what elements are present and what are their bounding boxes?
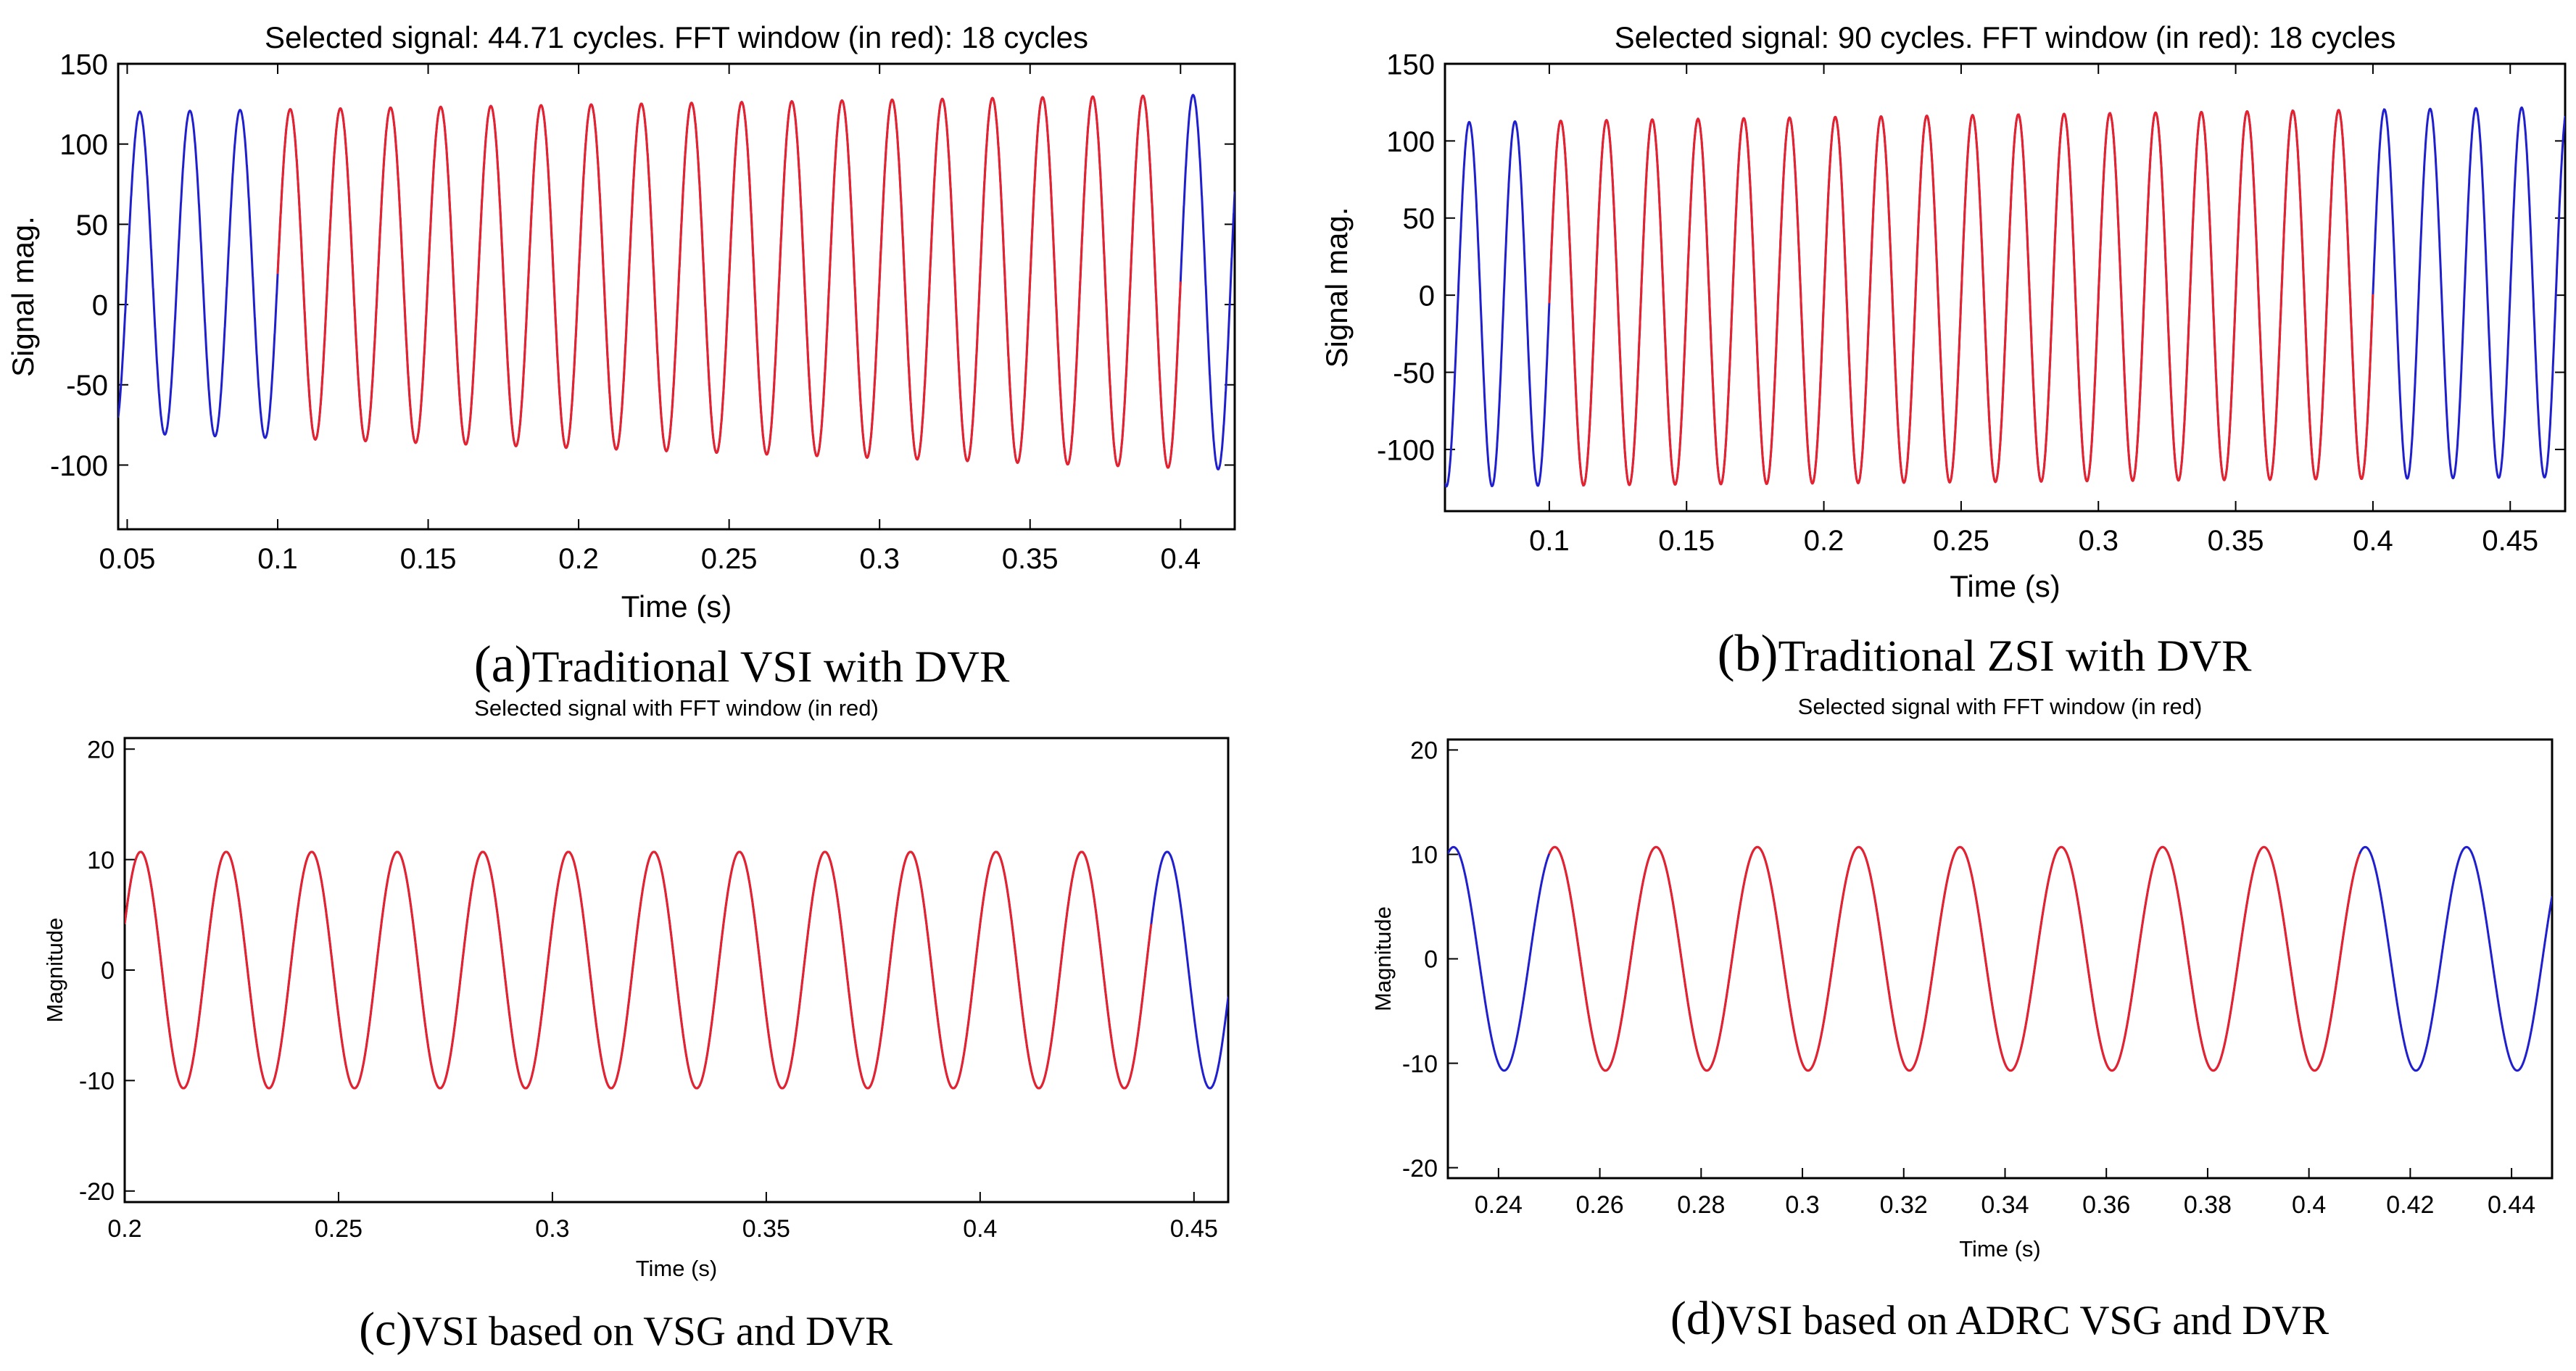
y-axis-label: Magnitude — [42, 918, 67, 1023]
y-tick-label: 10 — [1410, 842, 1438, 869]
x-tick-label: 0.26 — [1575, 1191, 1623, 1219]
y-tick-label: 20 — [87, 736, 115, 763]
caption-text: Traditional VSI with DVR — [532, 642, 1010, 692]
y-tick-label: 20 — [1410, 737, 1438, 765]
y-tick-label: 50 — [1403, 203, 1436, 235]
chart-title: Selected signal: 44.71 cycles. FFT windo… — [265, 20, 1088, 54]
caption-label: (a) — [474, 635, 532, 693]
y-tick-label: 100 — [59, 129, 108, 161]
x-tick-label: 0.32 — [1880, 1191, 1928, 1219]
x-tick-label: 0.2 — [1804, 525, 1844, 557]
figure-caption: (c)VSI based on VSG and DVR — [359, 1303, 893, 1356]
y-tick-label: -100 — [1377, 434, 1435, 466]
y-tick-label: -10 — [1402, 1051, 1438, 1078]
y-tick-label: 0 — [1419, 281, 1435, 312]
panel-c: Selected signal with FFT window (in red)… — [42, 695, 1230, 1356]
x-tick-label: 0.25 — [315, 1215, 363, 1243]
x-tick-label: 0.45 — [2482, 525, 2538, 557]
figure-caption: (d)VSI based on ADRC VSG and DVR — [1670, 1292, 2329, 1345]
y-tick-label: -50 — [1393, 357, 1435, 389]
y-tick-label: -10 — [79, 1068, 115, 1095]
chart-title: Selected signal: 90 cycles. FFT window (… — [1615, 20, 2396, 54]
x-tick-label: 0.4 — [2292, 1191, 2326, 1219]
x-tick-label: 0.05 — [99, 543, 156, 575]
x-tick-label: 0.42 — [2386, 1191, 2434, 1219]
y-tick-label: 100 — [1386, 126, 1435, 158]
fft-window-line-red — [1548, 109, 2374, 486]
fft-window-line-red — [125, 850, 1153, 1090]
y-tick-label: 0 — [92, 289, 108, 321]
y-tick-label: 0 — [1424, 946, 1438, 974]
panel-a: Selected signal: 44.71 cycles. FFT windo… — [6, 20, 1236, 693]
y-tick-label: -50 — [66, 370, 108, 402]
y-tick-label: 0 — [101, 957, 115, 985]
x-tick-label: 0.28 — [1677, 1191, 1725, 1219]
x-axis-label: Time (s) — [636, 1256, 718, 1281]
panel-d: Selected signal with FFT window (in red)… — [1370, 694, 2554, 1345]
x-tick-label: 0.3 — [2078, 525, 2119, 557]
caption-text: VSI based on VSG and DVR — [412, 1309, 893, 1354]
caption-text: VSI based on ADRC VSG and DVR — [1726, 1298, 2329, 1343]
plot-frame — [1444, 62, 2567, 513]
caption-label: (b) — [1718, 624, 1778, 682]
y-tick-label: -20 — [79, 1178, 115, 1206]
y-axis-label: Signal mag. — [6, 216, 40, 377]
x-tick-label: 0.24 — [1475, 1191, 1523, 1219]
x-tick-label: 0.4 — [963, 1215, 997, 1243]
x-tick-label: 0.35 — [2208, 525, 2264, 557]
y-axis-label: Signal mag. — [1320, 207, 1354, 368]
plot-frame — [123, 737, 1230, 1204]
plot-frame — [1446, 738, 2554, 1180]
caption-label: (c) — [359, 1303, 412, 1356]
fft-window-line-red — [276, 94, 1182, 469]
x-tick-label: 0.3 — [535, 1215, 569, 1243]
chart-title: Selected signal with FFT window (in red) — [1798, 694, 2203, 719]
y-tick-label: -20 — [1402, 1155, 1438, 1182]
caption-text: Traditional ZSI with DVR — [1778, 631, 2253, 681]
y-tick-label: 150 — [1386, 49, 1435, 80]
y-tick-label: -100 — [50, 450, 108, 482]
x-tick-label: 0.25 — [1933, 525, 1989, 557]
x-axis-label: Time (s) — [621, 589, 732, 624]
x-tick-label: 0.25 — [701, 543, 758, 575]
x-tick-label: 0.15 — [1658, 525, 1715, 557]
x-tick-label: 0.35 — [1002, 543, 1059, 575]
x-axis-label: Time (s) — [1959, 1236, 2041, 1262]
y-axis-label: Magnitude — [1370, 906, 1396, 1011]
x-tick-label: 0.45 — [1170, 1215, 1218, 1243]
x-tick-label: 0.2 — [107, 1215, 141, 1243]
x-tick-label: 0.2 — [558, 543, 599, 575]
y-tick-label: 50 — [76, 210, 109, 241]
panel-b: Selected signal: 90 cycles. FFT window (… — [1320, 20, 2567, 682]
fft-window-line-red — [1548, 845, 2361, 1072]
x-tick-label: 0.44 — [2488, 1191, 2535, 1219]
x-tick-label: 0.4 — [2353, 525, 2393, 557]
x-tick-label: 0.1 — [257, 543, 298, 575]
x-tick-label: 0.34 — [1981, 1191, 2029, 1219]
figure-caption: (b)Traditional ZSI with DVR — [1718, 624, 2253, 682]
x-tick-label: 0.3 — [1785, 1191, 1819, 1219]
caption-label: (d) — [1670, 1292, 1726, 1345]
x-tick-label: 0.3 — [859, 543, 900, 575]
x-tick-label: 0.35 — [742, 1215, 790, 1243]
x-tick-label: 0.36 — [2082, 1191, 2130, 1219]
x-tick-label: 0.38 — [2184, 1191, 2232, 1219]
x-tick-label: 0.1 — [1529, 525, 1570, 557]
chart-title: Selected signal with FFT window (in red) — [474, 695, 879, 721]
y-tick-label: 150 — [59, 49, 108, 80]
figure-caption: (a)Traditional VSI with DVR — [474, 635, 1010, 693]
y-tick-label: 10 — [87, 847, 115, 874]
x-tick-label: 0.15 — [400, 543, 457, 575]
x-axis-label: Time (s) — [1950, 569, 2060, 603]
x-tick-label: 0.4 — [1160, 543, 1201, 575]
